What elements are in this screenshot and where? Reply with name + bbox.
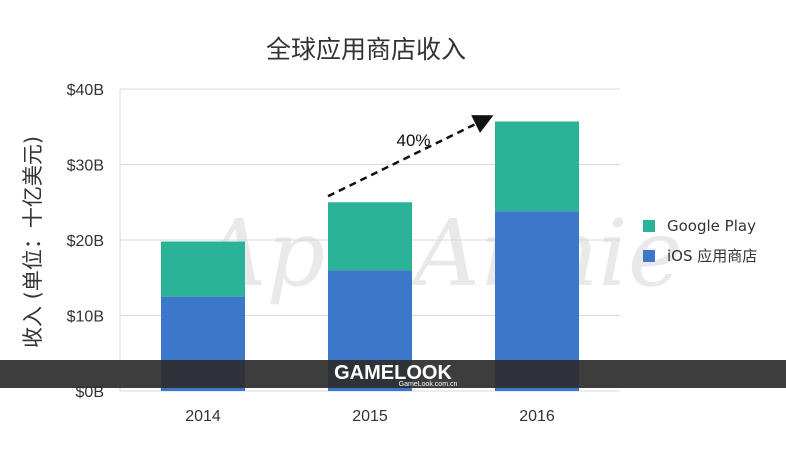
bar-segment-2014-google-play: [161, 241, 245, 297]
growth-label: 40%: [396, 131, 430, 150]
bar-segment-2015-google-play: [328, 202, 412, 271]
legend: Google Play iOS 应用商店: [643, 217, 757, 265]
growth-arrow: [327, 115, 494, 198]
legend-swatch: [643, 220, 655, 232]
banner-bar: [0, 360, 786, 388]
y-tick-labels: $0B $10B $20B $30B $40B: [67, 82, 104, 401]
gamelook-banner: GAMELOOK GameLook.com.cn: [0, 360, 786, 388]
y-axis-label: 收入 (单位：十亿美元): [21, 136, 45, 348]
banner-url: GameLook.com.cn: [399, 381, 458, 388]
bars: [161, 121, 579, 391]
legend-label: Google Play: [667, 217, 756, 235]
x-tick-label: 2015: [352, 408, 388, 425]
legend-label: iOS 应用商店: [667, 247, 757, 265]
legend-swatch: [643, 250, 655, 262]
watermark-text: App Annie: [192, 200, 682, 307]
x-tick-labels: 2014 2015 2016: [185, 408, 555, 425]
y-tick-label: $20B: [67, 233, 104, 250]
y-tick-label: $40B: [67, 82, 104, 99]
growth-annotation: 40%: [327, 115, 494, 198]
bar-segment-2016-google-play: [495, 121, 579, 212]
y-tick-label: $0B: [76, 384, 104, 401]
y-tick-label: $10B: [67, 309, 104, 326]
chart-title: 全球应用商店收入: [266, 35, 466, 64]
x-tick-label: 2016: [519, 408, 555, 425]
banner-brand: GAMELOOK: [334, 362, 452, 384]
y-tick-label: $30B: [67, 158, 104, 175]
x-tick-label: 2014: [185, 408, 221, 425]
